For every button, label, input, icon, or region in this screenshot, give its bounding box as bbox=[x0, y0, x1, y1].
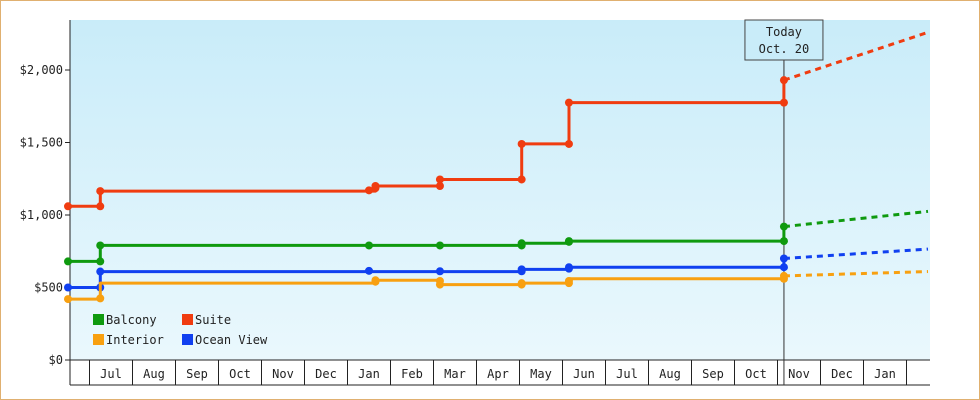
data-point bbox=[564, 98, 573, 107]
data-point bbox=[371, 182, 380, 190]
data-point bbox=[517, 265, 526, 274]
series-balcony bbox=[64, 209, 929, 266]
today-date: Oct. 20 bbox=[759, 42, 810, 56]
today-callout bbox=[744, 19, 824, 61]
data-point bbox=[96, 202, 105, 211]
x-tick-label: Jul bbox=[100, 367, 122, 381]
y-tick-label: $2,000 bbox=[20, 63, 63, 77]
x-tick-label: Dec bbox=[315, 367, 337, 381]
data-point bbox=[564, 237, 573, 246]
data-point bbox=[779, 222, 788, 231]
x-tick-label: Jul bbox=[616, 367, 638, 381]
data-point bbox=[564, 263, 573, 272]
legend-swatch-interior bbox=[93, 334, 104, 345]
data-point bbox=[779, 237, 788, 246]
data-point bbox=[64, 283, 72, 292]
data-point bbox=[365, 241, 373, 250]
y-tick-label: $500 bbox=[34, 281, 63, 295]
data-point bbox=[779, 76, 788, 85]
forecast-line-balcony bbox=[783, 209, 929, 229]
forecast-line-suite bbox=[783, 30, 929, 82]
today-label: Today bbox=[766, 25, 802, 39]
legend-label-interior: Interior bbox=[106, 333, 164, 347]
data-point bbox=[779, 263, 788, 272]
y-tick-label: $0 bbox=[49, 353, 63, 367]
data-point bbox=[96, 267, 105, 276]
legend-swatch-suite bbox=[182, 314, 193, 325]
data-point bbox=[517, 279, 526, 288]
x-tick-label: Sep bbox=[702, 367, 724, 381]
x-tick-label: Nov bbox=[272, 367, 294, 381]
forecast-line-ocean-view bbox=[783, 247, 929, 260]
data-point bbox=[564, 139, 573, 148]
data-point bbox=[435, 182, 444, 190]
x-tick-label: Aug bbox=[143, 367, 165, 381]
today-marker: Today Oct. 20 bbox=[744, 19, 824, 385]
forecast-line-interior bbox=[783, 270, 929, 278]
data-point bbox=[779, 254, 788, 263]
series-interior bbox=[64, 270, 929, 304]
data-point bbox=[64, 295, 72, 304]
x-tick-label: Jun bbox=[573, 367, 595, 381]
x-tick-label: May bbox=[530, 367, 552, 381]
legend-label-suite: Suite bbox=[195, 313, 231, 327]
x-tick-label: Nov bbox=[788, 367, 810, 381]
data-point bbox=[96, 257, 105, 266]
data-point bbox=[517, 175, 526, 184]
axes bbox=[69, 20, 930, 386]
data-point bbox=[517, 239, 526, 248]
x-tick-label: Dec bbox=[831, 367, 853, 381]
legend-swatch-ocean-view bbox=[182, 334, 193, 345]
series-lines bbox=[64, 30, 929, 304]
data-point bbox=[365, 266, 373, 275]
data-point bbox=[779, 271, 788, 280]
x-tick-label: Apr bbox=[487, 367, 509, 381]
legend: Balcony Suite Interior Ocean View bbox=[93, 313, 268, 347]
x-tick-label: Mar bbox=[444, 367, 466, 381]
x-tick-label: Jan bbox=[874, 367, 896, 381]
data-point bbox=[779, 98, 788, 107]
data-point bbox=[64, 202, 72, 211]
x-tick-label: Oct bbox=[229, 367, 251, 381]
x-grid-lines bbox=[89, 360, 907, 385]
data-point bbox=[96, 241, 105, 250]
data-point bbox=[564, 276, 573, 285]
x-tick-label: Aug bbox=[659, 367, 681, 381]
data-point bbox=[435, 241, 444, 250]
legend-label-balcony: Balcony bbox=[106, 313, 157, 327]
data-point bbox=[435, 267, 444, 276]
series-suite bbox=[64, 30, 929, 211]
data-point bbox=[64, 257, 72, 266]
data-point bbox=[365, 186, 373, 195]
data-point bbox=[96, 187, 105, 196]
data-point bbox=[435, 175, 444, 184]
y-axis-ticks: $0 $500 $1,000 $1,500 $2,000 bbox=[20, 63, 70, 367]
x-tick-label: Sep bbox=[186, 367, 208, 381]
x-axis-ticks: Jul Aug Sep Oct Nov Dec Jan Feb Mar Apr May Jun Jul A… bbox=[100, 367, 896, 381]
x-tick-label: Jan bbox=[358, 367, 380, 381]
y-tick-label: $1,000 bbox=[20, 208, 63, 222]
legend-swatch-balcony bbox=[93, 314, 104, 325]
data-point bbox=[371, 276, 380, 285]
data-point bbox=[435, 280, 444, 289]
x-tick-label: Feb bbox=[401, 367, 423, 381]
legend-label-ocean-view: Ocean View bbox=[195, 333, 268, 347]
y-tick-label: $1,500 bbox=[20, 136, 63, 150]
data-point bbox=[517, 139, 526, 148]
data-point bbox=[96, 294, 105, 303]
x-tick-label: Oct bbox=[745, 367, 767, 381]
